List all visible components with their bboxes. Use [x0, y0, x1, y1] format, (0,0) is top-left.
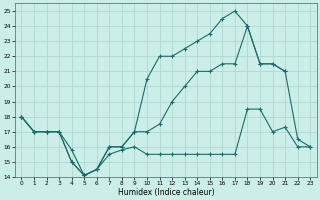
X-axis label: Humidex (Indice chaleur): Humidex (Indice chaleur) [117, 188, 214, 197]
